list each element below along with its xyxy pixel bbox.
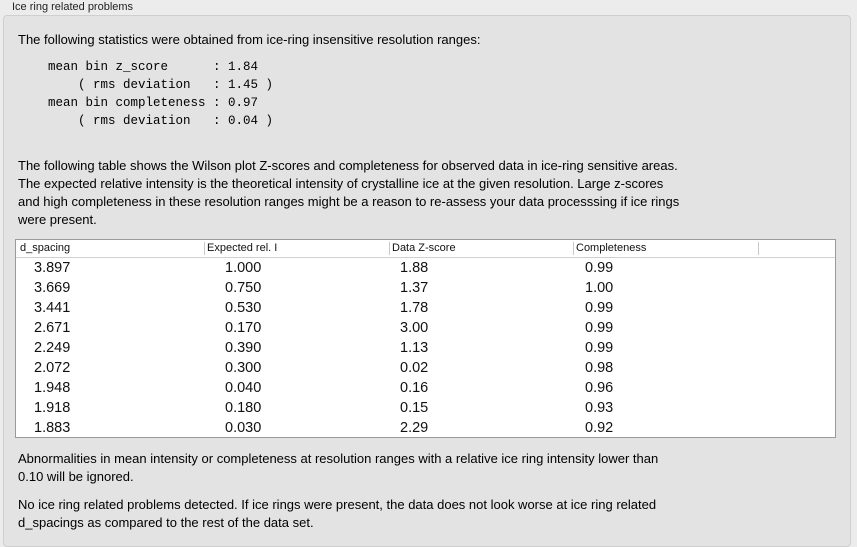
column-divider[interactable]: [758, 242, 759, 255]
column-divider[interactable]: [204, 242, 205, 255]
stats-line: ( rms deviation : 0.04 ): [48, 114, 274, 128]
intro-text: The following statistics were obtained f…: [18, 32, 481, 47]
cell-data-z-score: 2.29: [400, 420, 429, 436]
conclusion-line: No ice ring related problems detected. I…: [18, 497, 657, 512]
cell-completeness: 0.92: [585, 420, 614, 436]
cell-d-spacing: 1.948: [34, 380, 71, 396]
cell-d-spacing: 2.671: [34, 320, 71, 336]
cell-data-z-score: 3.00: [400, 320, 429, 336]
cell-expected-rel-i: 0.530: [225, 300, 262, 316]
cell-completeness: 0.99: [585, 260, 614, 276]
column-header-data-z-score[interactable]: Data Z-score: [392, 242, 456, 254]
column-header-d-spacing[interactable]: d_spacing: [20, 242, 71, 254]
column-divider[interactable]: [389, 242, 390, 255]
note-line: Abnormalities in mean intensity or compl…: [18, 451, 659, 466]
table-row[interactable]: 3.441 0.530 1.78 0.99: [16, 298, 835, 318]
description-line: The expected relative intensity is the t…: [18, 176, 664, 191]
stats-line: mean bin completeness : 0.97: [48, 96, 259, 110]
cell-expected-rel-i: 0.030: [225, 420, 262, 436]
cell-expected-rel-i: 0.180: [225, 400, 262, 416]
ice-ring-table[interactable]: d_spacing Expected rel. I Data Z-score C…: [15, 239, 836, 438]
stats-block: mean bin z_score : 1.84 ( rms deviation …: [48, 58, 273, 130]
note-line: 0.10 will be ignored.: [18, 469, 134, 484]
stats-line: mean bin z_score : 1.84: [48, 60, 259, 74]
cell-d-spacing: 1.918: [34, 400, 71, 416]
stats-line: ( rms deviation : 1.45 ): [48, 78, 274, 92]
cell-completeness: 0.99: [585, 320, 614, 336]
cell-expected-rel-i: 1.000: [225, 260, 262, 276]
cell-data-z-score: 1.13: [400, 340, 429, 356]
table-description: The following table shows the Wilson plo…: [18, 157, 679, 229]
table-header: d_spacing Expected rel. I Data Z-score C…: [16, 240, 835, 258]
table-row[interactable]: 1.918 0.180 0.15 0.93: [16, 398, 835, 418]
table-row[interactable]: 2.072 0.300 0.02 0.98: [16, 358, 835, 378]
group-title: Ice ring related problems: [12, 1, 134, 13]
cell-d-spacing: 3.897: [34, 260, 71, 276]
cell-completeness: 1.00: [585, 280, 614, 296]
table-row[interactable]: 3.897 1.000 1.88 0.99: [16, 258, 835, 278]
cell-data-z-score: 1.78: [400, 300, 429, 316]
note-text: Abnormalities in mean intensity or compl…: [18, 450, 658, 486]
description-line: The following table shows the Wilson plo…: [18, 158, 678, 173]
table-row[interactable]: 2.671 0.170 3.00 0.99: [16, 318, 835, 338]
cell-d-spacing: 2.072: [34, 360, 71, 376]
column-divider[interactable]: [573, 242, 574, 255]
column-header-expected-rel-i[interactable]: Expected rel. I: [207, 242, 278, 254]
cell-d-spacing: 2.249: [34, 340, 71, 356]
cell-completeness: 0.99: [585, 340, 614, 356]
cell-d-spacing: 3.441: [34, 300, 71, 316]
cell-data-z-score: 0.02: [400, 360, 429, 376]
cell-data-z-score: 1.37: [400, 280, 429, 296]
cell-completeness: 0.96: [585, 380, 614, 396]
description-line: and high completeness in these resolutio…: [18, 194, 680, 209]
table-row[interactable]: 1.948 0.040 0.16 0.96: [16, 378, 835, 398]
cell-data-z-score: 1.88: [400, 260, 429, 276]
cell-expected-rel-i: 0.390: [225, 340, 262, 356]
cell-completeness: 0.99: [585, 300, 614, 316]
column-header-completeness[interactable]: Completeness: [576, 242, 647, 254]
cell-expected-rel-i: 0.040: [225, 380, 262, 396]
cell-expected-rel-i: 0.170: [225, 320, 262, 336]
cell-completeness: 0.93: [585, 400, 614, 416]
description-line: were present.: [18, 212, 97, 227]
cell-expected-rel-i: 0.750: [225, 280, 262, 296]
conclusion-text: No ice ring related problems detected. I…: [18, 496, 656, 532]
cell-data-z-score: 0.16: [400, 380, 429, 396]
cell-data-z-score: 0.15: [400, 400, 429, 416]
cell-completeness: 0.98: [585, 360, 614, 376]
cell-d-spacing: 3.669: [34, 280, 71, 296]
table-row[interactable]: 3.669 0.750 1.37 1.00: [16, 278, 835, 298]
cell-expected-rel-i: 0.300: [225, 360, 262, 376]
table-row[interactable]: 1.883 0.030 2.29 0.92: [16, 418, 835, 438]
table-row[interactable]: 2.249 0.390 1.13 0.99: [16, 338, 835, 358]
conclusion-line: d_spacings as compared to the rest of th…: [18, 515, 314, 530]
cell-d-spacing: 1.883: [34, 420, 71, 436]
